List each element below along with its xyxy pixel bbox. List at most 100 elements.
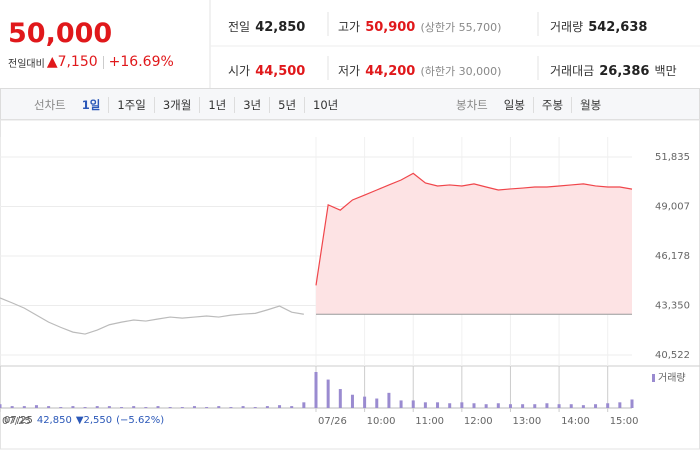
volume-bar (107, 406, 111, 408)
info-unit: 백만 (654, 64, 677, 78)
volume-bar (508, 404, 512, 408)
volume-bar (83, 407, 87, 408)
info: 거래대금 26,386 백만 (550, 60, 677, 79)
info-value: 542,638 (588, 20, 648, 35)
tab[interactable]: 주봉 (532, 97, 571, 113)
volume-bar (350, 394, 354, 408)
info-value: 42,850 (255, 20, 306, 35)
area (316, 173, 632, 315)
info-value: 50,900 (365, 20, 416, 35)
info-value: 44,200 (365, 64, 416, 79)
volume-bar (217, 406, 221, 408)
change-row: 전일대비 ▲7,150 +16.69% (8, 54, 174, 70)
line-tabs: 선차트 1일 1주일 3개월 1년 3년 5년 10년 (26, 97, 346, 113)
volume-bar (594, 404, 598, 408)
tab[interactable]: 3년 (234, 97, 269, 113)
x-tick-label: 15:00 (610, 416, 639, 427)
legend-swatch (652, 374, 655, 382)
tab[interactable]: 1주일 (108, 97, 153, 113)
tab[interactable]: 5년 (269, 97, 304, 113)
volume-bar (47, 406, 51, 408)
volume-bar (581, 405, 585, 408)
y-tick-label: 46,178 (655, 251, 690, 262)
volume-bar (265, 406, 269, 408)
tab-label: 선차트 (34, 98, 66, 112)
volume-bar (448, 403, 452, 408)
info: 시가 44,500 (228, 60, 305, 79)
info: 저가 44,200 (하한가 30,000) (338, 60, 501, 79)
volume-bar (423, 402, 427, 408)
volume-bar (34, 405, 38, 408)
volume-bar (436, 402, 440, 408)
x-tick-label: 07/26 (318, 416, 347, 427)
volume-bar (618, 402, 622, 408)
candle-tabs: 봉차트 일봉 주봉 월봉 (448, 97, 609, 113)
footer-change: ▼2,550 (75, 415, 113, 426)
price: 50,000 (8, 18, 113, 49)
info: 거래량 542,638 (550, 16, 647, 35)
volume-bar (253, 407, 257, 408)
x-tick-label: 11:00 (415, 416, 444, 427)
volume-bar (278, 405, 282, 408)
header-bg (0, 0, 700, 88)
x-tick-label: 13:00 (512, 416, 541, 427)
volume-bar (411, 400, 415, 408)
footer-price: 42,850 (36, 415, 72, 426)
volume-bar (375, 398, 379, 408)
volume-bar (630, 399, 634, 408)
price: 50,000 (8, 18, 112, 49)
volume-bar (0, 404, 2, 408)
x-tick-label: 14:00 (561, 416, 590, 427)
info-label: 저가 (338, 64, 361, 78)
tab[interactable]: 3개월 (153, 97, 199, 113)
volume-bar (472, 403, 476, 408)
info-note: (상한가 55,700) (420, 21, 502, 34)
change-label: 전일대비 (8, 58, 45, 70)
footer-pct: (−5.62%) (116, 415, 165, 426)
volume-bar (363, 396, 367, 408)
y-tick-label: 43,350 (655, 301, 690, 312)
tab[interactable]: 1일 (81, 98, 101, 112)
info-label: 고가 (338, 20, 361, 34)
info-label: 시가 (228, 64, 251, 78)
y-tick-label: 49,007 (655, 201, 690, 212)
volume-bar (71, 406, 75, 408)
volume-bar (95, 406, 99, 408)
volume-bar (10, 406, 14, 408)
volume-bar (180, 407, 184, 408)
tab[interactable]: 1년 (199, 97, 234, 113)
volume-bar (521, 404, 525, 408)
volume-bar (192, 406, 196, 408)
volume-bar (302, 402, 306, 408)
volume-bar (399, 400, 403, 408)
change-pct: +16.69% (108, 54, 174, 70)
info-label: 전일 (228, 20, 251, 34)
y-tick-label: 40,522 (655, 350, 690, 361)
info: 전일 42,850 (228, 16, 305, 35)
line (0, 297, 304, 335)
volume-bar (314, 372, 318, 408)
change: ▲7,150 (46, 54, 98, 70)
info-note: (하한가 30,000) (420, 65, 502, 78)
volume-bar (606, 403, 610, 408)
volume-bar (533, 404, 537, 408)
volume-bar (59, 407, 63, 408)
volume-bar (569, 404, 573, 408)
x-tick-label: 12:00 (464, 416, 493, 427)
volume-bar (545, 403, 549, 408)
footer: 07/25 42,850 ▼2,550 (−5.62%) (4, 415, 164, 426)
volume-bar (22, 406, 26, 408)
volume-bar (387, 392, 391, 408)
x-tick-label: 10:00 (367, 416, 396, 427)
info-label: 거래량 (550, 20, 584, 34)
legend-label: 거래량 (658, 372, 686, 384)
tab-label: 봉차트 (456, 98, 488, 112)
tab[interactable]: 월봉 (571, 97, 609, 113)
y-tick-label: 51,835 (655, 152, 690, 163)
tab[interactable]: 10년 (304, 97, 346, 113)
info: 고가 50,900 (상한가 55,700) (338, 16, 501, 35)
volume-bar (241, 406, 245, 408)
tab[interactable]: 일봉 (503, 98, 525, 112)
info-value: 26,386 (599, 64, 650, 79)
